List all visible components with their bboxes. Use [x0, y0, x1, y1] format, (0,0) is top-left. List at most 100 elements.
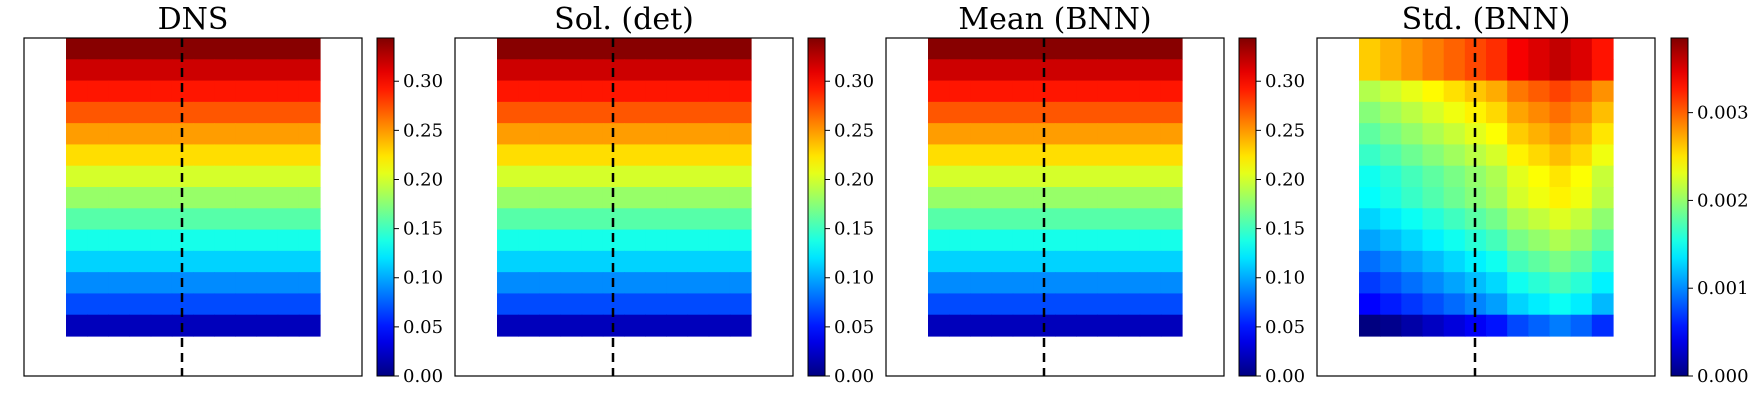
heatmap-cell	[66, 59, 88, 82]
heatmap-cell	[1359, 208, 1381, 231]
heatmap-cell	[1160, 272, 1183, 295]
heatmap-cell	[193, 123, 215, 146]
heatmap-cell	[1591, 123, 1614, 146]
heatmap-cell	[708, 314, 731, 337]
heatmap-cell	[666, 59, 689, 82]
heatmap-cell	[193, 59, 215, 82]
heatmap-cell	[539, 314, 562, 337]
heatmap-cell	[1359, 80, 1381, 103]
heatmap-cell	[581, 80, 604, 103]
heatmap-cell	[214, 123, 236, 146]
heatmap-cell	[1507, 187, 1529, 209]
heatmap-cell	[1591, 250, 1614, 273]
heatmap-cell	[193, 144, 215, 167]
heatmap-cell	[1591, 208, 1614, 231]
heatmap-cell	[708, 229, 731, 252]
heatmap-cell	[666, 123, 689, 146]
heatmap-cell	[1549, 314, 1572, 337]
heatmap-cell	[1033, 38, 1056, 60]
heatmap-cell	[1570, 208, 1593, 231]
heatmap-cell	[129, 38, 152, 60]
heatmap-cell	[1359, 293, 1381, 316]
heatmap-cell	[729, 123, 752, 146]
heatmap-cell	[1570, 123, 1593, 146]
heatmap-cell	[928, 250, 950, 273]
heatmap-cell	[645, 272, 667, 295]
heatmap-cell	[1033, 293, 1056, 316]
heatmap-cell	[624, 144, 646, 167]
heatmap-cell	[277, 314, 300, 337]
heatmap-cell	[928, 229, 950, 252]
heatmap-cell	[1076, 165, 1098, 188]
heatmap-cell	[497, 229, 519, 252]
colorbar-tick-label: 0.30	[834, 71, 874, 92]
heatmap-cell	[560, 314, 583, 337]
heatmap-cell	[1118, 208, 1141, 231]
heatmap-cell	[1359, 165, 1381, 188]
heatmap-cell	[1118, 123, 1141, 146]
heatmap-cell	[1359, 101, 1381, 124]
chart-title: DNS	[158, 2, 229, 37]
heatmap-cell	[1055, 123, 1077, 146]
heatmap-cell	[645, 229, 667, 252]
heatmap-cell	[518, 272, 540, 295]
heatmap-cell	[1443, 38, 1466, 60]
heatmap-cell	[256, 101, 279, 124]
heatmap-cell	[1591, 293, 1614, 316]
heatmap-cell	[1528, 123, 1551, 146]
heatmap-cell	[497, 144, 519, 167]
heatmap-cell	[928, 101, 950, 124]
heatmap-cell	[1359, 59, 1381, 82]
heatmap-cell	[539, 165, 562, 188]
heatmap-cell	[1097, 272, 1120, 295]
heatmap-cell	[1528, 250, 1551, 273]
heatmap-cell	[687, 250, 710, 273]
heatmap-cell	[129, 187, 152, 209]
heatmap-cell	[949, 187, 971, 209]
heatmap-cell	[687, 293, 710, 316]
heatmap-cell	[1012, 80, 1035, 103]
heatmap-cell	[970, 293, 993, 316]
heatmap-cell	[235, 144, 258, 167]
heatmap-cell	[298, 293, 321, 316]
heatmap-cell	[497, 250, 519, 273]
heatmap-cell	[129, 123, 152, 146]
heatmap-cell	[298, 38, 321, 60]
heatmap-cell	[1097, 314, 1120, 337]
heatmap-cell	[1118, 187, 1141, 209]
heatmap-cell	[1118, 80, 1141, 103]
heatmap-cell	[687, 272, 710, 295]
heatmap-cell	[1055, 272, 1077, 295]
heatmap-cell	[1160, 293, 1183, 316]
heatmap-cell	[991, 38, 1014, 60]
heatmap-cell	[666, 187, 689, 209]
colorbar-tick-label: 0.000	[1697, 366, 1749, 387]
heatmap-cell	[729, 59, 752, 82]
heatmap-cell	[1055, 165, 1077, 188]
heatmap-cell	[1401, 101, 1424, 124]
heatmap-cell	[970, 272, 993, 295]
heatmap-cell	[1380, 144, 1402, 167]
heatmap-cell	[518, 38, 540, 60]
heatmap-cell	[645, 80, 667, 103]
heatmap-cell	[687, 101, 710, 124]
heatmap-cell	[1380, 80, 1402, 103]
heatmap-cell	[1118, 144, 1141, 167]
heatmap-cell	[1160, 80, 1183, 103]
heatmap-cell	[214, 165, 236, 188]
heatmap-cell	[150, 293, 173, 316]
heatmap-cell	[256, 80, 279, 103]
heatmap-cell	[1012, 293, 1035, 316]
heatmap-cell	[66, 208, 88, 231]
heatmap-cell	[497, 101, 519, 124]
heatmap-cell	[150, 59, 173, 82]
colorbar-tick-label: 0.25	[834, 120, 874, 141]
heatmap-cell	[256, 144, 279, 167]
heatmap-cell	[298, 187, 321, 209]
heatmap-cell	[66, 187, 88, 209]
heatmap-cell	[150, 80, 173, 103]
heatmap-cell	[298, 80, 321, 103]
heatmap-cell	[277, 165, 300, 188]
heatmap-cell	[1380, 187, 1402, 209]
heatmap-cell	[1528, 272, 1551, 295]
